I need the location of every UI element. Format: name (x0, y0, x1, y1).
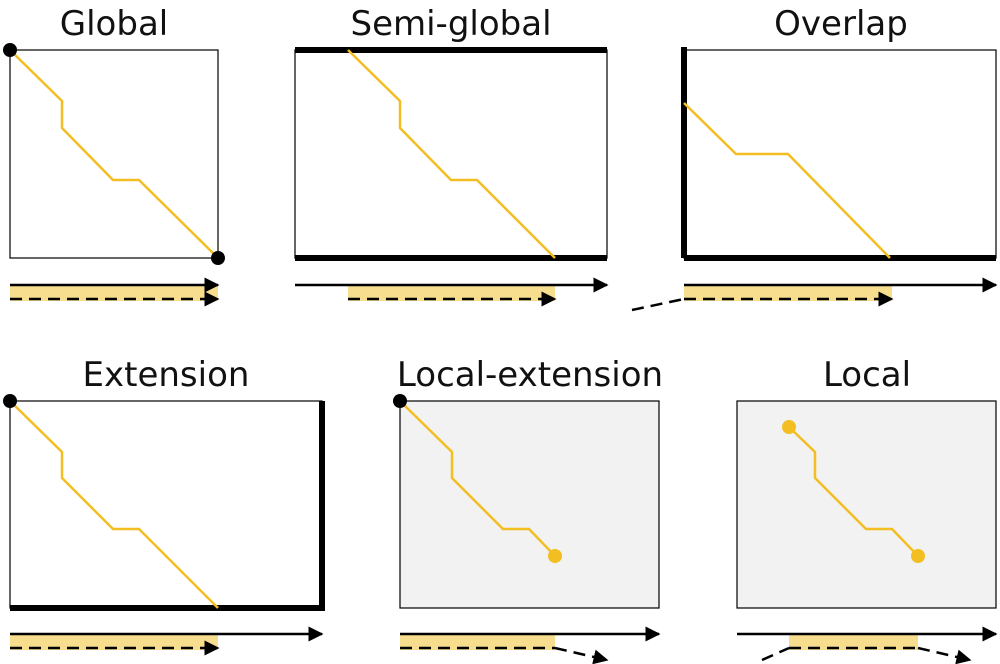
aligned-region-highlight (10, 633, 218, 650)
panel-local: Local (736, 355, 998, 664)
alignment-path (347, 49, 556, 259)
start-point (393, 394, 407, 408)
end-point (211, 251, 225, 265)
panel-semi-global: Semi-global (294, 4, 609, 307)
panel-overlap: Overlap (631, 4, 998, 312)
end-point (911, 549, 925, 563)
panel-title-local: Local (823, 355, 911, 395)
panel-local-extension: Local-extension (393, 355, 663, 664)
matrix-box (9, 49, 219, 259)
matrix-box (399, 400, 660, 609)
alignment-path (399, 400, 556, 557)
panel-title-overlap: Overlap (774, 4, 908, 44)
matrix-box (683, 49, 997, 259)
panel-title-semi-global: Semi-global (350, 4, 551, 44)
alignment-path (9, 400, 219, 609)
matrix-box (294, 49, 608, 259)
panel-title-extension: Extension (83, 355, 250, 395)
aligned-region-highlight (789, 633, 918, 650)
panel-title-global: Global (60, 4, 168, 44)
start-point (3, 394, 17, 408)
matrix-box (736, 400, 997, 609)
aligned-region-highlight (10, 284, 218, 301)
alignment-path (683, 102, 891, 259)
sequence-b-overhang (554, 646, 609, 664)
aligned-region-highlight (400, 633, 555, 650)
aligned-region-highlight (684, 284, 892, 301)
sequence-b-leading (761, 646, 790, 662)
panel-title-local-extension: Local-extension (397, 355, 663, 395)
start-point (782, 420, 796, 434)
alignment-path (9, 49, 219, 259)
sequence-b-overhang (917, 646, 972, 664)
start-point (3, 43, 17, 57)
end-point (548, 549, 562, 563)
sequence-b-overhang (631, 297, 685, 312)
alignment-path (788, 426, 919, 557)
panel-extension: Extension (3, 355, 325, 656)
matrix-box (9, 400, 323, 609)
aligned-region-highlight (348, 284, 555, 301)
panel-global: Global (3, 4, 225, 307)
